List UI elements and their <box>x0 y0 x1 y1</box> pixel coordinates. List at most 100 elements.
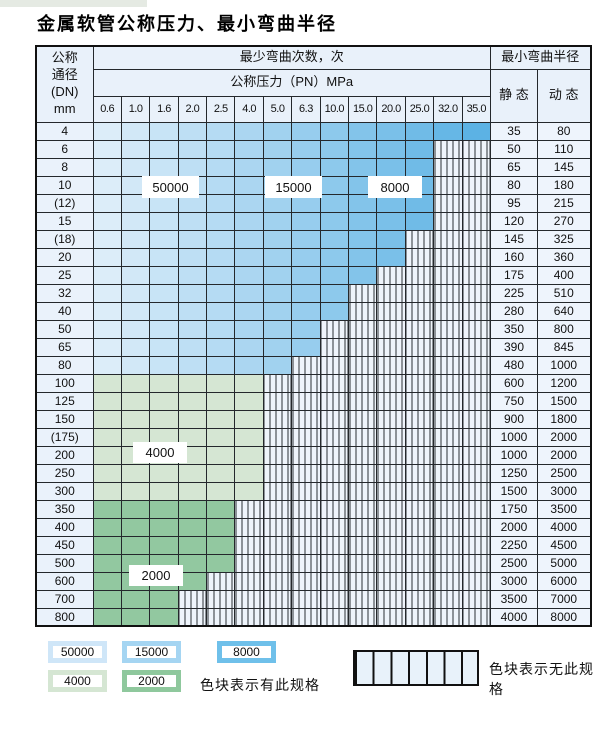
spec-cell <box>206 121 236 141</box>
no-spec-cell <box>262 481 293 501</box>
spec-cell <box>149 265 179 285</box>
spec-cell <box>177 265 208 285</box>
spec-cell <box>120 409 151 429</box>
spec-cell <box>234 283 264 303</box>
no-spec-cell <box>433 157 463 177</box>
spec-cell <box>206 157 236 177</box>
dynamic-value: 270 <box>536 211 592 231</box>
no-spec-cell <box>177 607 208 627</box>
static-value: 1500 <box>489 481 538 501</box>
legend-has-spec-text: 色块表示有此规格 <box>200 677 320 693</box>
pressure-col-4.0: 4.0 <box>234 95 264 123</box>
spec-cell <box>348 247 378 267</box>
spec-cell <box>206 139 236 159</box>
row-dn-65: 65 <box>35 337 94 357</box>
spec-cell <box>376 247 406 267</box>
spec-cell <box>206 373 236 393</box>
dn-header: 公称 通径 (DN) mm <box>35 45 94 123</box>
row-dn-15: 15 <box>35 211 94 231</box>
spec-cell <box>291 247 321 267</box>
no-spec-cell <box>433 373 463 393</box>
radius-header: 最小弯曲半径 <box>489 45 592 70</box>
spec-cell <box>234 337 264 357</box>
spec-cell <box>177 535 208 555</box>
spec-table: 公称 通径 (DN) mm 最少弯曲次数，次 最小弯曲半径 公称压力（PN）MPa 静 态动 … <box>35 45 592 627</box>
no-spec-cell <box>404 589 435 609</box>
no-spec-cell <box>433 589 463 609</box>
no-spec-cell <box>404 535 435 555</box>
spec-cell <box>177 391 208 411</box>
spec-cell <box>92 463 122 483</box>
spec-cell <box>376 193 406 213</box>
page-title: 金属软管公称压力、最小弯曲半径 <box>37 14 337 35</box>
no-spec-cell <box>433 319 463 339</box>
no-spec-cell <box>348 319 378 339</box>
spec-cell <box>234 157 264 177</box>
no-spec-cell <box>404 481 435 501</box>
no-spec-cell <box>433 535 463 555</box>
spec-cell <box>404 139 435 159</box>
spec-cell <box>319 265 350 285</box>
spec-cell <box>92 157 122 177</box>
no-spec-cell <box>206 607 236 627</box>
row-dn-20: 20 <box>35 247 94 267</box>
spec-cell <box>92 175 122 195</box>
spec-cell <box>120 211 151 231</box>
no-spec-cell <box>404 247 435 267</box>
no-spec-cell <box>404 409 435 429</box>
spec-cell <box>262 265 293 285</box>
static-value: 1000 <box>489 427 538 447</box>
row-dn-250: 250 <box>35 463 94 483</box>
legend-no-spec-text: 色块表示无此规格 <box>489 661 594 697</box>
spec-cell <box>319 157 350 177</box>
spec-cell <box>234 229 264 249</box>
spec-cell <box>92 445 122 465</box>
spec-cell <box>149 481 179 501</box>
scan-artifact <box>0 0 147 7</box>
spec-table-area: 公称 通径 (DN) mm 最少弯曲次数，次 最小弯曲半径 公称压力（PN）MPa 静 态动 … <box>35 45 592 627</box>
spec-cell <box>177 319 208 339</box>
spec-cell <box>92 517 122 537</box>
no-spec-cell <box>291 409 321 429</box>
static-value: 2500 <box>489 553 538 573</box>
spec-cell <box>234 211 264 231</box>
spec-cell <box>149 337 179 357</box>
no-spec-cell <box>404 229 435 249</box>
spec-cell <box>433 121 463 141</box>
spec-cell <box>177 301 208 321</box>
static-value: 95 <box>489 193 538 213</box>
pressure-col-2.0: 2.0 <box>177 95 208 123</box>
no-spec-cell <box>461 391 491 411</box>
spec-cell <box>319 121 350 141</box>
no-spec-cell <box>433 481 463 501</box>
spec-cell <box>291 157 321 177</box>
spec-cell <box>92 427 122 447</box>
spec-cell <box>177 409 208 429</box>
cycle-label-15000: 15000 <box>265 176 322 198</box>
no-spec-cell <box>348 301 378 321</box>
dynamic-value: 510 <box>536 283 592 303</box>
spec-cell <box>177 193 208 213</box>
no-spec-cell <box>348 409 378 429</box>
dynamic-value: 3000 <box>536 481 592 501</box>
no-spec-cell <box>319 409 350 429</box>
spec-cell <box>291 265 321 285</box>
spec-cell <box>262 157 293 177</box>
static-header: 静 态 <box>489 68 538 123</box>
no-spec-cell <box>262 427 293 447</box>
spec-cell <box>92 391 122 411</box>
no-spec-cell <box>319 391 350 411</box>
no-spec-cell <box>461 589 491 609</box>
no-spec-cell <box>319 589 350 609</box>
spec-cell <box>149 121 179 141</box>
spec-cell <box>234 391 264 411</box>
no-spec-cell <box>348 427 378 447</box>
row-dn-500: 500 <box>35 553 94 573</box>
spec-cell <box>120 247 151 267</box>
no-spec-cell <box>404 283 435 303</box>
no-spec-cell <box>404 445 435 465</box>
spec-cell <box>234 247 264 267</box>
no-spec-cell <box>461 229 491 249</box>
no-spec-cell <box>404 337 435 357</box>
